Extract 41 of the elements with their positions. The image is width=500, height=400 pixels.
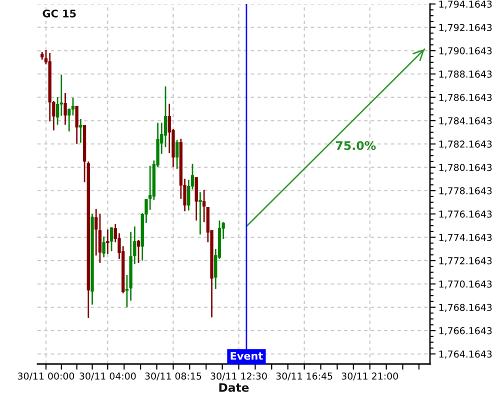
y-tick-label: 1,764.1643 — [439, 350, 492, 359]
chart-title: GC 15 — [42, 10, 76, 18]
candlestick — [64, 92, 67, 126]
y-tick-label: 1,782.1643 — [439, 140, 492, 149]
y-tick-label: 1,792.1643 — [439, 24, 492, 32]
x-tick-label: 30/11 21:00 — [342, 372, 398, 380]
y-tick-label: 1,766.1643 — [439, 327, 492, 336]
candlestick — [175, 139, 179, 170]
y-tick-label: 1,776.1643 — [439, 210, 492, 219]
candlestick — [194, 176, 198, 222]
candlestick — [106, 228, 110, 255]
y-tick-label: 1,774.1643 — [439, 234, 492, 242]
x-tick-label: 30/11 00:00 — [18, 372, 74, 380]
annotation: 75.0% — [336, 141, 376, 150]
y-tick-label: 1,794.1643 — [439, 0, 492, 9]
y-tick-label: 1,768.1643 — [439, 304, 492, 312]
candlestick — [94, 208, 98, 256]
candlestick — [79, 118, 82, 144]
y-tick-label: 1,786.1643 — [439, 94, 492, 102]
x-tick-label: 30/11 16:45 — [276, 372, 332, 380]
y-tick-label: 1,784.1643 — [439, 117, 492, 126]
candlestick — [68, 108, 71, 132]
candlestick — [75, 106, 78, 144]
candlestick — [187, 179, 190, 212]
ref-line-label: Event — [230, 352, 263, 360]
y-tick-label: 1,770.1643 — [439, 280, 492, 289]
candlestick — [136, 239, 140, 264]
y-tick-label: 1,790.1643 — [439, 47, 492, 56]
x-tick-label: 30/11 12:30 — [210, 372, 267, 380]
y-tick-label: 1,780.1643 — [439, 164, 492, 172]
candlestick — [110, 226, 114, 252]
x-axis-title: Date — [219, 383, 249, 392]
candlestick — [198, 191, 202, 236]
candlestick — [102, 236, 106, 258]
x-tick-label: 30/11 04:00 — [80, 372, 136, 380]
candlestick — [60, 74, 63, 116]
y-tick-label: 1,772.1643 — [439, 257, 492, 266]
candlestick — [98, 213, 102, 264]
y-tick-label: 1,778.1643 — [439, 187, 492, 196]
x-tick-label: 30/11 08:15 — [145, 372, 202, 380]
y-tick-label: 1,788.1643 — [439, 70, 492, 79]
